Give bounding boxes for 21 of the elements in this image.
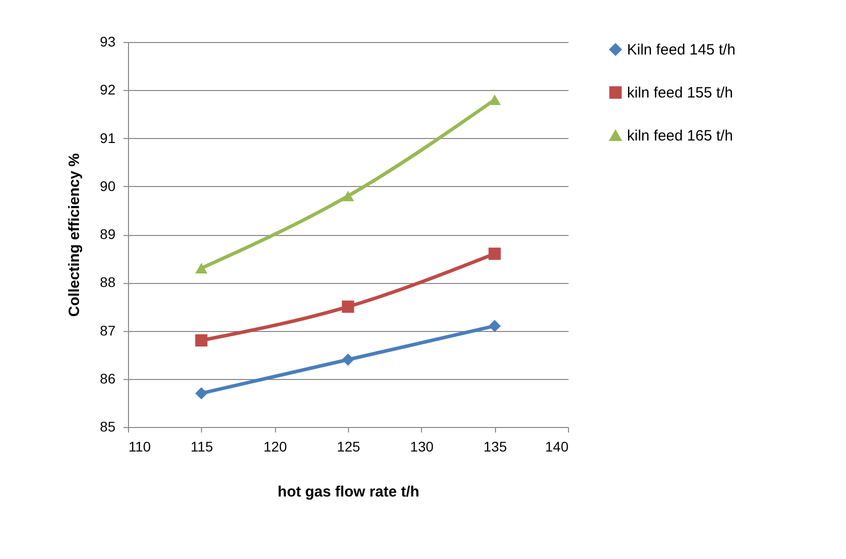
x-tick-label: 110 xyxy=(128,438,152,454)
y-tick-label: 92 xyxy=(100,82,116,98)
legend-label: kiln feed 155 t/h xyxy=(627,84,733,102)
y-tick-label: 86 xyxy=(100,370,116,386)
x-tick-label: 130 xyxy=(410,438,434,454)
x-tick-label: 125 xyxy=(336,438,360,454)
y-tick-label: 93 xyxy=(100,34,116,50)
y-tick-label: 87 xyxy=(100,322,116,338)
legend-label: kiln feed 165 t/h xyxy=(627,128,733,144)
y-axis-title: Collecting efficiency % xyxy=(66,153,83,317)
x-axis-title: hot gas flow rate t/h xyxy=(278,484,420,500)
y-tick-label: 91 xyxy=(100,130,116,146)
y-tick-label: 88 xyxy=(100,274,116,290)
x-tick-label: 120 xyxy=(263,438,288,454)
x-tick-label: 115 xyxy=(190,438,214,454)
x-tick-label: 140 xyxy=(545,438,569,454)
y-tick-label: 89 xyxy=(100,226,116,242)
y-tick-label: 85 xyxy=(100,418,116,434)
x-tick-label: 135 xyxy=(483,438,508,454)
y-tick-label: 90 xyxy=(100,178,116,194)
legend-label: Kiln feed 145 t/h xyxy=(627,42,736,58)
